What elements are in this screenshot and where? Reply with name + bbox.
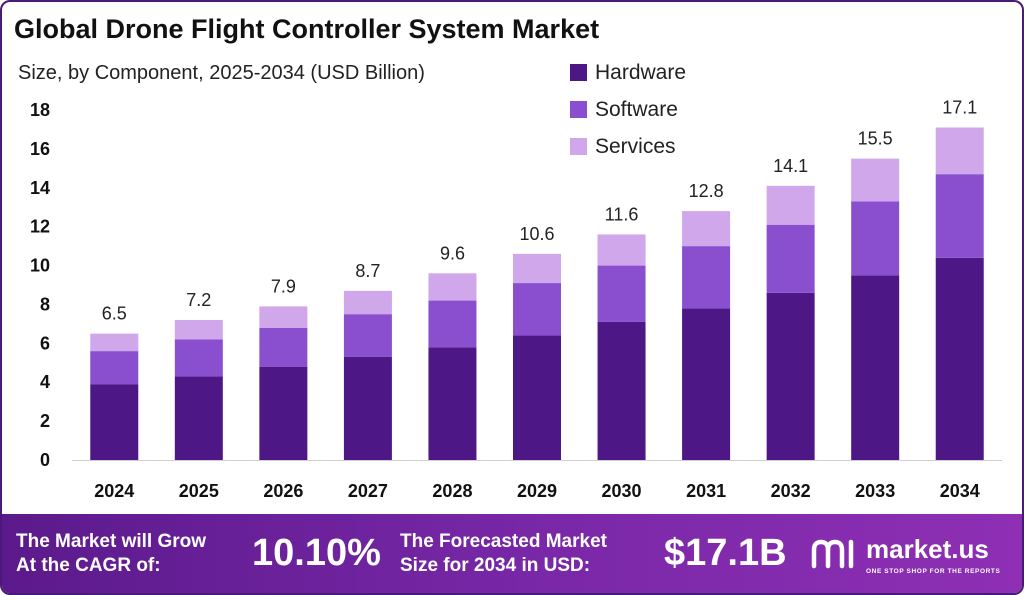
x-tick-label: 2033 xyxy=(855,481,895,501)
bar-total-label: 15.5 xyxy=(858,129,893,149)
bar-segment-hardware xyxy=(766,292,815,460)
bar-segment-services xyxy=(343,290,392,315)
bar-total-label: 7.9 xyxy=(271,276,296,296)
y-tick-label: 6 xyxy=(40,333,50,353)
bar-total-label: 11.6 xyxy=(605,204,639,224)
bar-segment-software xyxy=(851,201,900,276)
bar-segment-services xyxy=(682,211,731,247)
legend-swatch-hardware xyxy=(570,64,587,81)
y-tick-label: 2 xyxy=(40,411,50,431)
y-tick-label: 4 xyxy=(40,372,50,392)
bar-segment-software xyxy=(513,283,561,336)
cagr-label-line2: At the CAGR of: xyxy=(16,555,161,576)
brand-tagline: ONE STOP SHOP FOR THE REPORTS xyxy=(866,568,1001,575)
bar-segment-hardware xyxy=(935,257,984,460)
forecast-label: The Forecasted Market Size for 2034 in U… xyxy=(400,530,607,578)
cagr-value: 10.10% xyxy=(252,532,381,574)
bar-segment-software xyxy=(259,327,308,367)
bar-segment-services xyxy=(174,320,223,340)
bar-segment-hardware xyxy=(90,384,139,460)
x-tick-label: 2030 xyxy=(602,481,642,501)
bar-total-label: 14.1 xyxy=(773,156,808,176)
x-tick-label: 2032 xyxy=(771,481,811,501)
chart-subtitle: Size, by Component, 2025-2034 (USD Billi… xyxy=(18,62,425,84)
footer-banner: The Market will Grow At the CAGR of: 10.… xyxy=(2,514,1022,593)
bar-segment-services xyxy=(766,185,815,225)
cagr-label-line1: The Market will Grow xyxy=(16,531,207,552)
x-tick-label: 2026 xyxy=(263,481,303,501)
x-tick-label: 2031 xyxy=(686,481,726,501)
bar-segment-software xyxy=(597,265,646,322)
legend-label-services: Services xyxy=(595,135,676,158)
y-tick-label: 18 xyxy=(30,100,50,120)
y-tick-label: 14 xyxy=(30,178,50,198)
market-us-logo-icon xyxy=(811,539,854,569)
x-tick-label: 2024 xyxy=(94,481,134,501)
y-tick-label: 12 xyxy=(30,217,50,237)
bar-total-label: 6.5 xyxy=(102,304,127,324)
bar-total-label: 10.6 xyxy=(519,224,554,244)
y-tick-label: 16 xyxy=(30,139,50,159)
brand-name: market.us xyxy=(866,534,989,564)
bar-total-label: 12.8 xyxy=(689,181,724,201)
y-tick-label: 10 xyxy=(30,256,50,276)
x-tick-label: 2025 xyxy=(179,481,219,501)
x-tick-label: 2028 xyxy=(432,481,472,501)
bar-segment-hardware xyxy=(174,376,223,460)
forecast-value: $17.1B xyxy=(664,532,787,574)
bar-segment-software xyxy=(428,300,477,348)
legend-label-hardware: Hardware xyxy=(595,61,686,84)
x-tick-label: 2027 xyxy=(348,481,388,501)
bar-segment-software xyxy=(90,351,139,385)
bar-total-label: 7.2 xyxy=(186,290,211,310)
bar-segment-hardware xyxy=(343,356,392,460)
x-tick-label: 2034 xyxy=(940,481,980,501)
bar-segment-software xyxy=(343,314,392,357)
legend-label-software: Software xyxy=(595,98,678,121)
forecast-label-line2: Size for 2034 in USD: xyxy=(400,555,591,576)
chart-title: Global Drone Flight Controller System Ma… xyxy=(14,14,600,44)
bar-segment-software xyxy=(682,246,731,309)
bar-segment-hardware xyxy=(682,308,731,460)
legend-swatch-software xyxy=(570,101,587,118)
bar-segment-software xyxy=(935,174,984,258)
y-tick-label: 0 xyxy=(40,450,50,470)
cagr-label: The Market will Grow At the CAGR of: xyxy=(16,530,206,578)
bar-segment-services xyxy=(90,333,139,352)
forecast-label-line1: The Forecasted Market xyxy=(400,531,607,552)
bar-segment-software xyxy=(174,339,223,377)
bar-segment-services xyxy=(259,306,308,328)
bar-segment-hardware xyxy=(851,275,900,460)
bar-total-label: 8.7 xyxy=(355,261,380,281)
bar-segment-services xyxy=(428,273,477,301)
bar-segment-services xyxy=(597,234,646,266)
legend-swatch-services xyxy=(570,138,587,155)
bar-segment-hardware xyxy=(597,321,646,460)
bar-total-label: 9.6 xyxy=(440,243,465,263)
bar-total-label: 17.1 xyxy=(942,98,977,118)
stacked-bar-chart: 0 2 4 6 8 10 12 14 16 18 6.5 2024 7.2 2025 7.9 2026 8.7 2… xyxy=(30,61,1002,501)
y-tick-label: 8 xyxy=(40,294,50,314)
bar-segment-hardware xyxy=(428,347,477,460)
bar-segment-hardware xyxy=(259,366,308,460)
bar-segment-hardware xyxy=(513,335,561,460)
bar-segment-services xyxy=(935,127,984,175)
x-tick-label: 2029 xyxy=(517,481,557,501)
bar-segment-services xyxy=(513,253,561,284)
bar-segment-software xyxy=(766,224,815,293)
bar-segment-services xyxy=(851,158,900,202)
